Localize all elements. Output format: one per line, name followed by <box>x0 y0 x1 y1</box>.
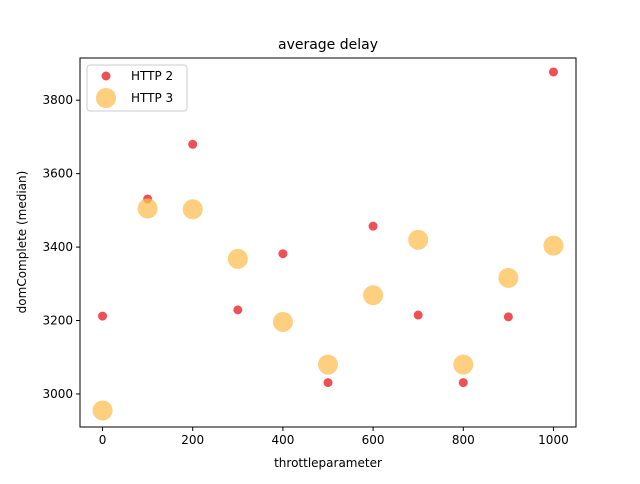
series-0-point-7 <box>413 310 423 320</box>
y-tick-label-0: 3000 <box>42 387 73 401</box>
x-tick-label-5: 1000 <box>538 433 569 447</box>
series-0-point-9 <box>503 312 513 322</box>
series-0-point-6 <box>368 221 378 231</box>
series-1-point-8 <box>453 354 474 375</box>
legend-marker-1 <box>96 88 116 108</box>
series-0-point-8 <box>458 378 468 388</box>
series-1-point-10 <box>543 235 564 256</box>
legend-label-1: HTTP 3 <box>131 91 173 105</box>
y-tick-label-2: 3400 <box>42 240 73 254</box>
y-tick-label-1: 3200 <box>42 314 73 328</box>
series-0-point-3 <box>233 305 243 315</box>
series-1-point-7 <box>408 229 429 250</box>
legend: HTTP 2 HTTP 3 <box>86 64 188 112</box>
x-tick-label-2: 400 <box>271 433 294 447</box>
series-1-point-1 <box>137 198 158 219</box>
x-axis-label: throttleparameter <box>274 456 382 470</box>
y-tick-label-3: 3600 <box>42 167 73 181</box>
chart-title: average delay <box>278 37 378 53</box>
series-0-point-4 <box>278 249 288 259</box>
series-1-point-3 <box>227 248 248 269</box>
plot-area-frame <box>79 57 577 428</box>
series-1-point-2 <box>182 199 203 220</box>
series-1-point-9 <box>498 267 519 288</box>
legend-marker-0 <box>101 71 111 81</box>
x-tick-label-0: 0 <box>99 433 107 447</box>
series-0-point-0 <box>98 311 108 321</box>
series-0-point-2 <box>188 139 198 149</box>
series-1-point-6 <box>363 285 384 306</box>
y-axis-ticks: 3000 3200 3400 3600 3800 <box>42 93 80 401</box>
legend-label-0: HTTP 2 <box>131 69 173 83</box>
series-0-point-5 <box>323 378 333 388</box>
series-0-point-10 <box>548 67 558 77</box>
x-tick-label-1: 200 <box>181 433 204 447</box>
series-1-point-5 <box>318 354 338 375</box>
data-points <box>92 67 564 421</box>
x-tick-label-4: 800 <box>452 433 475 447</box>
series-1-point-0 <box>92 400 113 421</box>
x-tick-label-3: 600 <box>362 433 385 447</box>
y-axis-label: domComplete (median) <box>15 171 29 314</box>
x-axis-ticks: 0 200 400 600 800 1000 <box>99 427 569 447</box>
y-tick-label-4: 3800 <box>42 93 73 107</box>
series-1-point-4 <box>272 311 293 332</box>
